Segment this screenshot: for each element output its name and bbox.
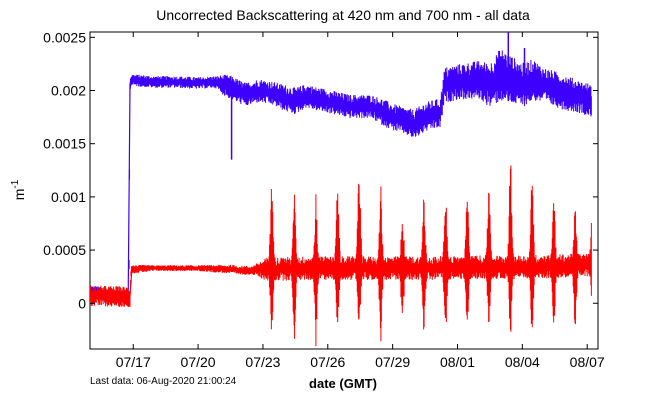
y-axis-label: m-1 [10,179,27,200]
x-tick-label: 07/17 [116,354,151,370]
x-tick-label: 08/04 [505,354,540,370]
y-tick-label: 0.001 [51,189,86,205]
series-trend-700-nm [90,264,591,298]
last-data-footnote: Last data: 06-Aug-2020 21:00:24 [90,376,237,387]
x-tick-label: 08/01 [440,354,475,370]
series-layer [90,32,592,347]
y-axis-label-sup: -1 [10,179,21,188]
y-tick-label: 0.0005 [43,242,86,258]
x-axis-label: date (GMT) [309,376,377,391]
x-tick-label: 08/07 [570,354,605,370]
x-tick-label: 07/20 [181,354,216,370]
y-tick-label: 0.002 [51,83,86,99]
chart-title: Uncorrected Backscattering at 420 nm and… [156,7,530,23]
axes-layer: 0 0.0005 0.001 0.0015 0.002 0.0025 07/17 07/20 0… [43,29,605,370]
x-tick-label: 07/23 [245,354,280,370]
x-tick-label: 07/26 [310,354,345,370]
y-tick-label: 0.0015 [43,136,86,152]
y-axis-label-base: m [11,189,27,201]
x-tick-label: 07/29 [375,354,410,370]
y-tick-label: 0.0025 [43,29,86,45]
y-tick-label: 0 [78,295,86,311]
series-trend-420-nm [90,73,591,299]
